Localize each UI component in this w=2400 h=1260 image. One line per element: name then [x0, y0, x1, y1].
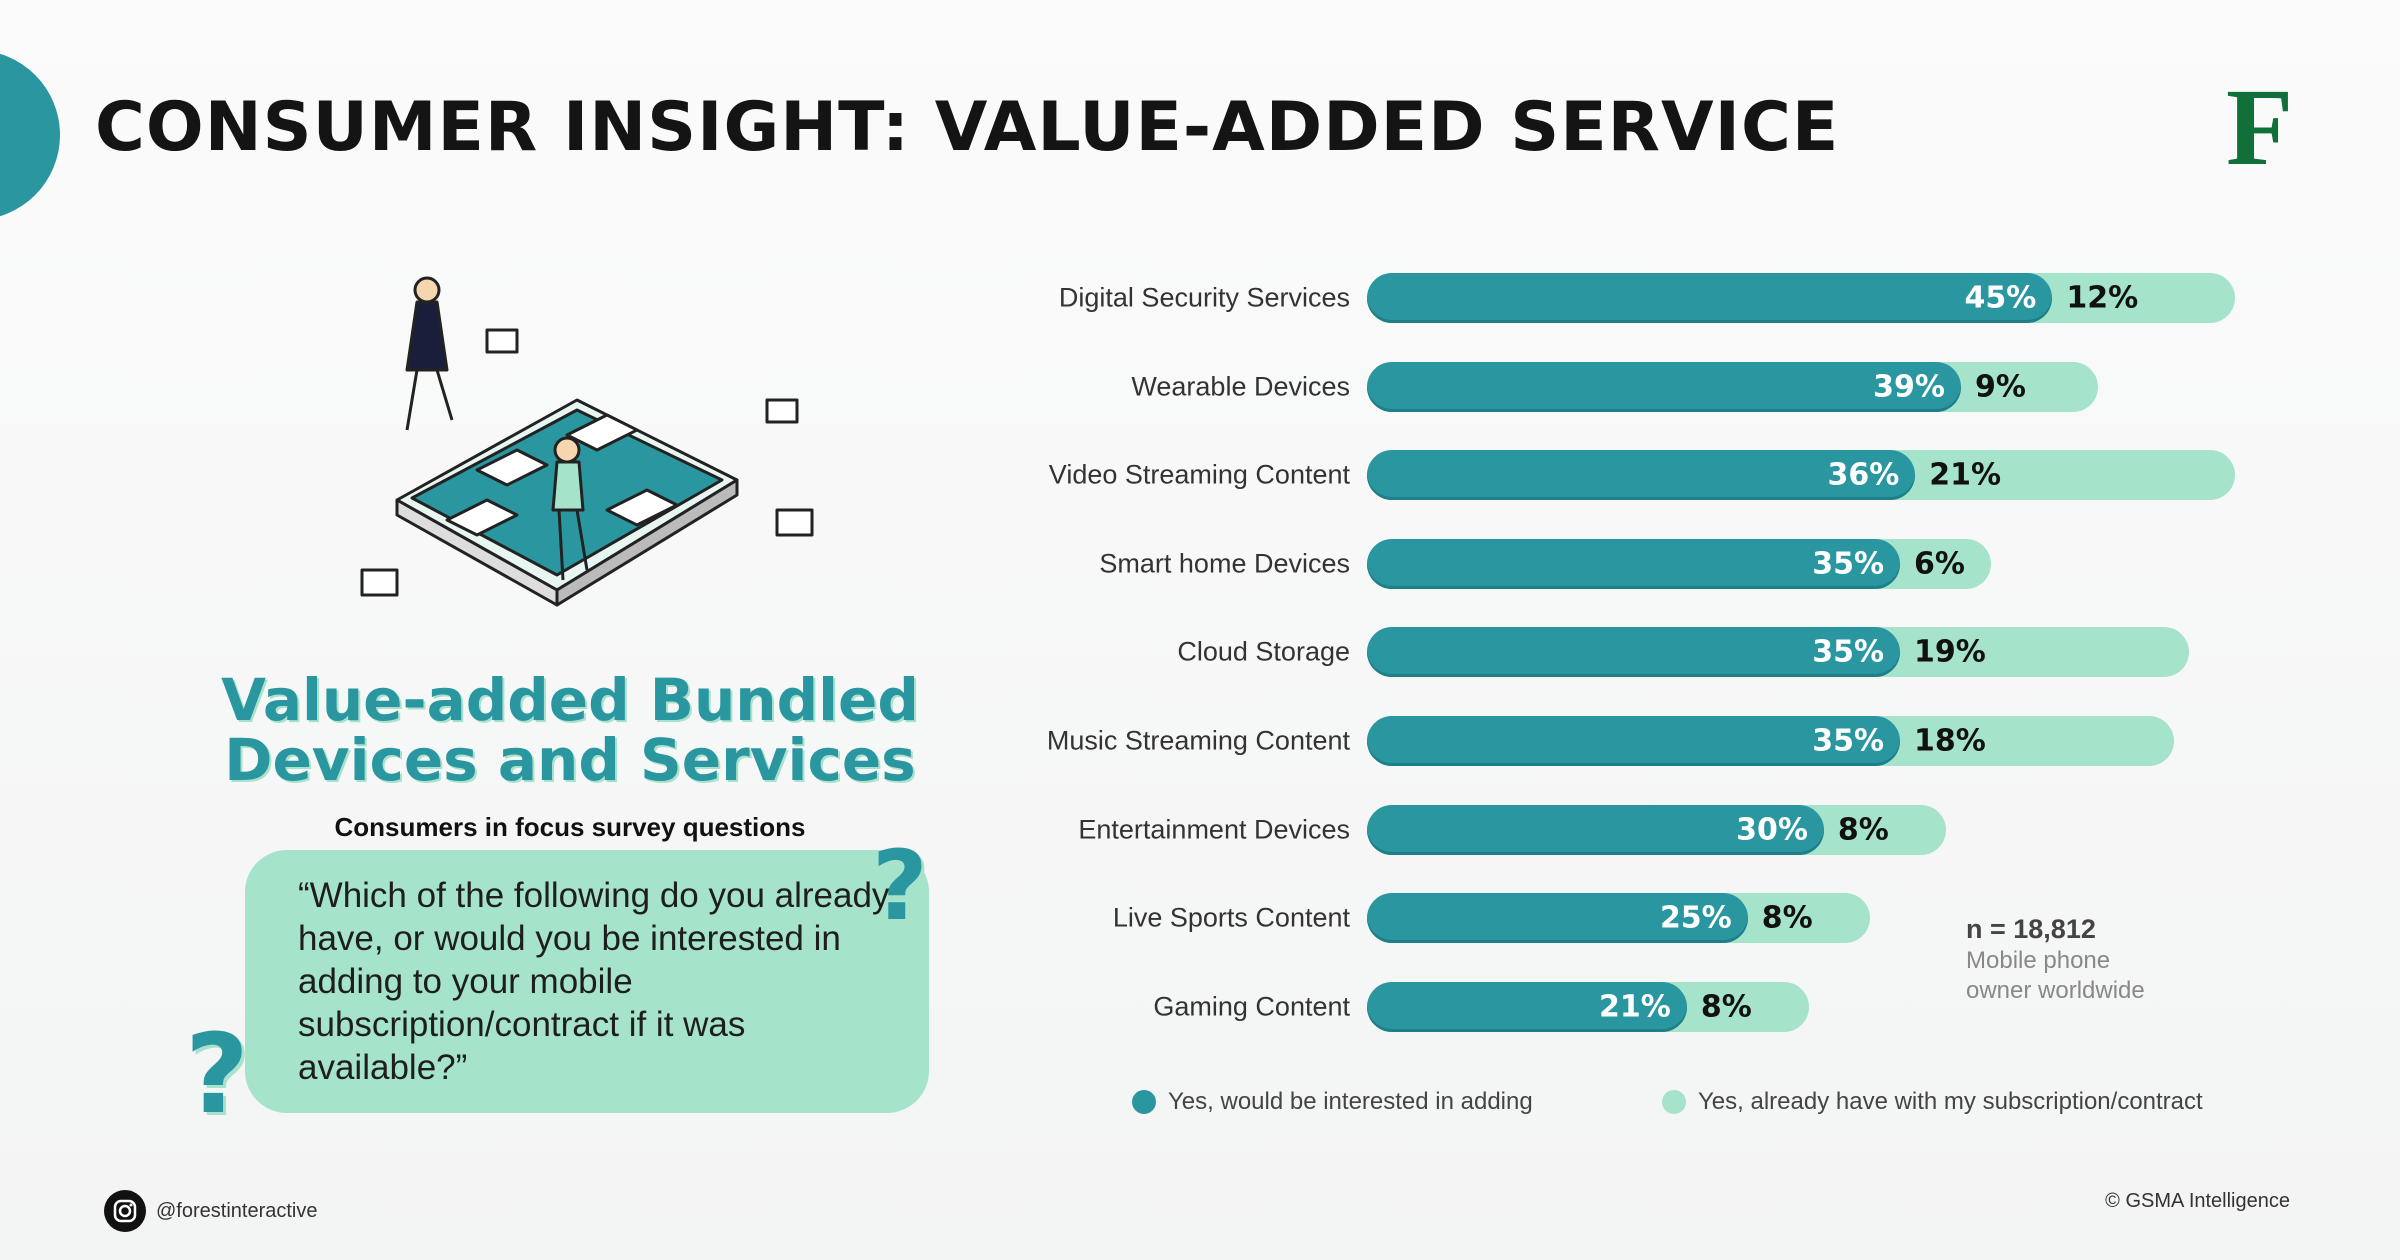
- bar-interested: [1367, 361, 1961, 412]
- category-label: Video Streaming Content: [1048, 459, 1350, 490]
- category-label: Gaming Content: [1153, 991, 1350, 1022]
- forest-logo: F: [2226, 66, 2294, 188]
- legend-item-interested: Yes, would be interested in adding: [1132, 1088, 1533, 1116]
- legend-label: Yes, already have with my subscription/c…: [1698, 1088, 2203, 1115]
- section-heading-line2: Devices and Services: [224, 726, 916, 794]
- category-label: Digital Security Services: [1058, 282, 1350, 313]
- value-label-interested: 35%: [1812, 546, 1885, 582]
- legend-swatch: [1132, 1090, 1156, 1114]
- section-subtitle: Consumers in focus survey questions: [334, 812, 806, 842]
- value-label-already-have: 8%: [1700, 989, 1752, 1025]
- question-mark-icon: ?: [872, 830, 928, 942]
- value-label-interested: 45%: [1964, 280, 2037, 316]
- value-label-interested: 25%: [1659, 900, 1732, 936]
- legend-item-already-have: Yes, already have with my subscription/c…: [1662, 1088, 2203, 1116]
- bar-interested: [1367, 273, 2053, 323]
- value-label-interested: 36%: [1827, 457, 1900, 493]
- legend-label: Yes, would be interested in adding: [1168, 1088, 1533, 1115]
- source-credit: © GSMA Intelligence: [2105, 1190, 2290, 1212]
- category-label: Entertainment Devices: [1078, 814, 1350, 845]
- instagram-icon: [104, 1190, 146, 1232]
- value-label-already-have: 8%: [1837, 812, 1889, 848]
- value-label-already-have: 6%: [1914, 546, 1965, 582]
- bar-interested: [1367, 893, 1748, 944]
- value-label-already-have: 12%: [2066, 280, 2139, 316]
- survey-question: “Which of the following do you already h…: [298, 876, 890, 1087]
- isometric-phone-illustration: [360, 276, 814, 607]
- bar-interested: [1367, 627, 1901, 678]
- category-label: Smart home Devices: [1099, 548, 1350, 579]
- instagram-handle-text: @forestinteractive: [156, 1199, 318, 1222]
- bar-interested: [1367, 981, 1687, 1032]
- value-label-already-have: 21%: [1929, 457, 2002, 493]
- category-label: Cloud Storage: [1177, 636, 1350, 667]
- page-title: CONSUMER INSIGHT: VALUE-ADDED SERVICE: [95, 88, 1840, 167]
- sample-size: n = 18,812: [1966, 914, 2096, 944]
- value-label-already-have: 19%: [1914, 634, 1986, 670]
- corner-accent: [0, 50, 60, 220]
- section-heading-line1: Value-added Bundled: [221, 666, 919, 734]
- question-mark-icon: ?: [185, 1010, 249, 1138]
- sample-note: n = 18,812 Mobile phone owner worldwide: [1966, 914, 2145, 1006]
- category-label: Music Streaming Content: [1046, 725, 1350, 756]
- sample-desc-1: Mobile phone: [1966, 947, 2111, 974]
- question-bubble: [245, 850, 929, 1113]
- value-label-already-have: 8%: [1761, 900, 1813, 936]
- value-label-already-have: 9%: [1974, 369, 2026, 405]
- value-label-interested: 35%: [1812, 723, 1885, 759]
- value-label-interested: 30%: [1736, 812, 1808, 848]
- bar-interested: [1367, 716, 1901, 766]
- instagram-handle[interactable]: @forestinteractive: [104, 1190, 317, 1232]
- bar-interested: [1367, 538, 1901, 589]
- category-label: Wearable Devices: [1131, 371, 1350, 402]
- value-label-interested: 21%: [1599, 989, 1671, 1025]
- value-label-interested: 39%: [1873, 369, 1945, 405]
- bar-interested: [1367, 804, 1824, 855]
- category-label: Live Sports Content: [1112, 902, 1350, 933]
- legend-swatch: [1662, 1090, 1686, 1114]
- bar-interested: [1367, 450, 1916, 501]
- sample-desc-2: owner worldwide: [1966, 977, 2145, 1004]
- value-label-already-have: 18%: [1914, 723, 1986, 759]
- value-label-interested: 35%: [1812, 634, 1885, 670]
